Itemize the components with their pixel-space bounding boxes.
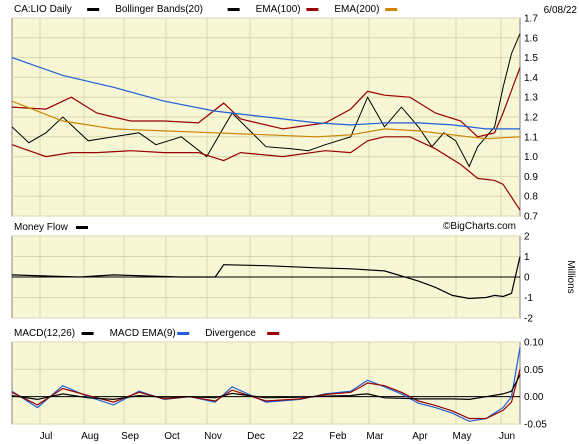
y-tick-label: 0.10 <box>524 338 544 349</box>
watermark: ©BigCharts.com <box>443 221 516 232</box>
price-grid <box>12 17 520 217</box>
legend-label: Money Flow <box>14 222 69 233</box>
legend-label: EMA(100) <box>256 4 301 15</box>
y-tick-label: 0.00 <box>524 392 544 403</box>
y-tick-label: 0.9 <box>524 172 538 183</box>
x-tick-label: Jun <box>499 431 515 442</box>
legend-swatch <box>306 8 319 11</box>
legend-swatch <box>267 332 280 335</box>
x-tick-label: Sep <box>121 431 139 442</box>
x-tick-label: Aug <box>81 431 99 442</box>
legend-label: EMA(200) <box>334 4 379 15</box>
legend-swatch <box>81 332 94 335</box>
macd-y-ticks: 0.10 0.05 0.00 -0.05 <box>524 338 547 431</box>
x-tick-label: 22 <box>292 431 304 442</box>
series-line-2 <box>11 374 521 401</box>
y-tick-label: 1.6 <box>524 33 538 44</box>
y-tick-label: 0 <box>524 273 530 284</box>
macd-grid <box>12 341 520 425</box>
x-tick-label: Nov <box>204 431 222 442</box>
legend-label: Bollinger Bands(20) <box>115 4 203 15</box>
legend-swatch <box>87 8 100 11</box>
x-tick-label: Dec <box>247 431 265 442</box>
money-flow-y-label: Millions <box>565 260 576 293</box>
y-tick-label: 2 <box>524 232 530 243</box>
price-series <box>11 33 521 211</box>
series-line-4 <box>11 57 520 130</box>
legend-swatch <box>227 8 240 11</box>
x-axis-labels: Jul Aug Sep Oct Nov Dec 22 Feb Mar Apr May Jun <box>40 431 515 442</box>
legend-label: Divergence <box>205 328 256 339</box>
y-tick-label: -1 <box>524 293 533 304</box>
date-label: 6/08/22 <box>544 5 578 16</box>
y-tick-label: 1.0 <box>524 152 538 163</box>
y-tick-label: 1.1 <box>524 132 538 143</box>
series-line-0 <box>11 256 521 300</box>
legend-swatch <box>177 332 190 335</box>
series-line-0 <box>11 347 521 422</box>
series-line-0 <box>11 33 521 168</box>
y-tick-label: 0.8 <box>524 192 538 203</box>
x-tick-label: Apr <box>412 431 428 442</box>
x-tick-label: Jul <box>40 431 53 442</box>
series-line-2 <box>11 136 521 211</box>
money-flow-legend: Money Flow <box>14 222 88 233</box>
x-tick-label: Feb <box>329 431 347 442</box>
y-tick-label: 1.2 <box>524 113 538 124</box>
y-tick-label: 1.3 <box>524 93 538 104</box>
legend-label: MACD EMA(9) <box>110 328 176 339</box>
y-tick-label: -2 <box>524 314 533 325</box>
x-tick-label: Oct <box>164 431 180 442</box>
legend-swatch <box>385 8 398 11</box>
x-tick-label: May <box>453 431 472 442</box>
price-y-ticks: 1.7 1.6 1.5 1.4 1.3 1.2 1.1 1.0 0.9 0.8 0.7 <box>524 14 538 223</box>
macd-legend: MACD(12,26) MACD EMA(9) Divergence <box>14 328 280 339</box>
y-tick-label: 1.7 <box>524 14 538 25</box>
series-line-3 <box>11 100 521 140</box>
y-tick-label: 1 <box>524 252 530 263</box>
y-tick-label: 1.4 <box>524 73 538 84</box>
money-flow-y-ticks: 2 1 0 -1 -2 <box>524 232 533 325</box>
series-line-1 <box>11 369 521 420</box>
legend-label: CA:LIO Daily <box>14 4 72 15</box>
macd-series <box>11 347 521 422</box>
legend-swatch <box>76 226 88 229</box>
price-legend: CA:LIO Daily Bollinger Bands(20) EMA(100) E… <box>14 4 398 15</box>
legend-label: MACD(12,26) <box>14 328 75 339</box>
x-tick-label: Mar <box>366 431 384 442</box>
y-tick-label: 0.05 <box>524 365 544 376</box>
y-tick-label: -0.05 <box>524 420 547 431</box>
y-tick-label: 1.5 <box>524 53 538 64</box>
money-flow-series <box>11 256 521 300</box>
y-tick-label: 0.7 <box>524 212 538 223</box>
macd-panel <box>11 341 521 425</box>
